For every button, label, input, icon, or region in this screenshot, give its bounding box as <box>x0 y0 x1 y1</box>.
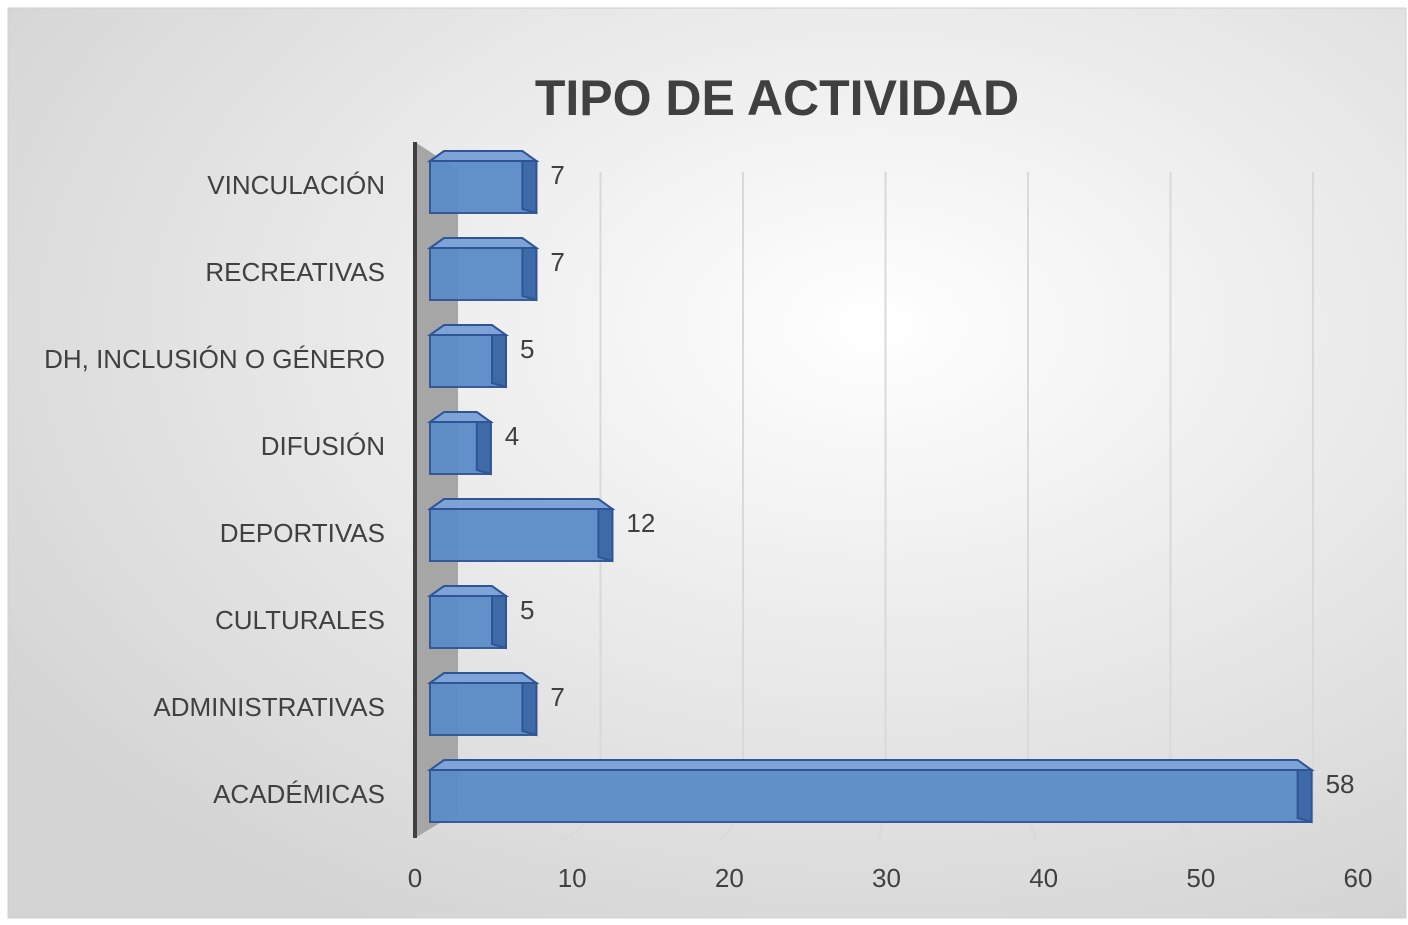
y-tick-label: DIFUSIÓN <box>261 431 385 461</box>
x-tick-label: 0 <box>408 863 422 893</box>
bar-front <box>429 769 1313 823</box>
bar <box>426 498 616 563</box>
bar <box>426 759 1315 824</box>
bar <box>426 585 510 650</box>
bar-side <box>1296 769 1313 824</box>
data-label: 58 <box>1326 769 1355 799</box>
y-tick-label: VINCULACIÓN <box>207 170 385 200</box>
data-label: 12 <box>626 508 655 538</box>
bar-front <box>429 682 538 736</box>
bar-top <box>426 759 1315 771</box>
bar-top <box>426 498 616 510</box>
bar-top <box>426 237 540 249</box>
data-label: 5 <box>520 334 534 364</box>
bar-side <box>597 508 614 563</box>
bar-top <box>426 672 540 684</box>
x-tick-label: 10 <box>558 863 587 893</box>
chart-title: TIPO DE ACTIVIDAD <box>535 70 1019 126</box>
bar-side <box>521 682 538 737</box>
bar-top <box>426 150 540 162</box>
bar-top <box>426 585 510 597</box>
data-label: 5 <box>520 595 534 625</box>
y-tick-label: ACADÉMICAS <box>213 779 385 809</box>
y-tick-label: ADMINISTRATIVAS <box>153 692 385 722</box>
bar-front <box>429 160 538 214</box>
y-tick-label: RECREATIVAS <box>205 257 385 287</box>
data-label: 4 <box>505 421 519 451</box>
data-label: 7 <box>550 247 564 277</box>
bar <box>426 237 540 302</box>
bar-side <box>521 160 538 215</box>
data-label: 7 <box>550 682 564 712</box>
x-tick-label: 50 <box>1186 863 1215 893</box>
grid-line <box>1312 811 1351 841</box>
x-tick-label: 60 <box>1344 863 1373 893</box>
y-tick-label: DH, INCLUSIÓN O GÉNERO <box>44 344 385 374</box>
bar-side <box>491 334 507 389</box>
y-tick-label: DEPORTIVAS <box>220 518 385 548</box>
y-tick-label: CULTURALES <box>215 605 385 635</box>
bar <box>426 672 540 737</box>
bar-side <box>491 595 507 650</box>
x-tick-label: 40 <box>1029 863 1058 893</box>
bar-front <box>429 508 614 562</box>
bar <box>426 150 540 215</box>
bar <box>426 324 510 389</box>
bar <box>426 411 494 476</box>
data-label: 7 <box>550 160 564 190</box>
bar-side <box>475 421 492 476</box>
x-tick-label: 30 <box>872 863 901 893</box>
side-wall <box>415 142 458 838</box>
bar-top <box>426 324 510 336</box>
bar-front <box>429 247 538 301</box>
bar-side <box>521 247 538 302</box>
x-tick-label: 20 <box>715 863 744 893</box>
